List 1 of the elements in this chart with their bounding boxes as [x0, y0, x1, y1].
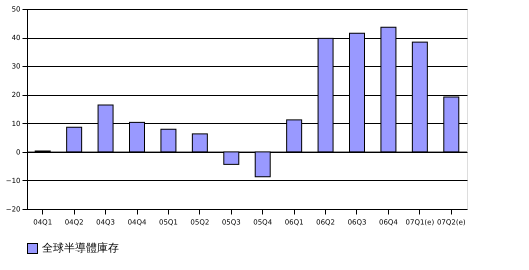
legend-label: 全球半導體庫存 [42, 242, 119, 254]
